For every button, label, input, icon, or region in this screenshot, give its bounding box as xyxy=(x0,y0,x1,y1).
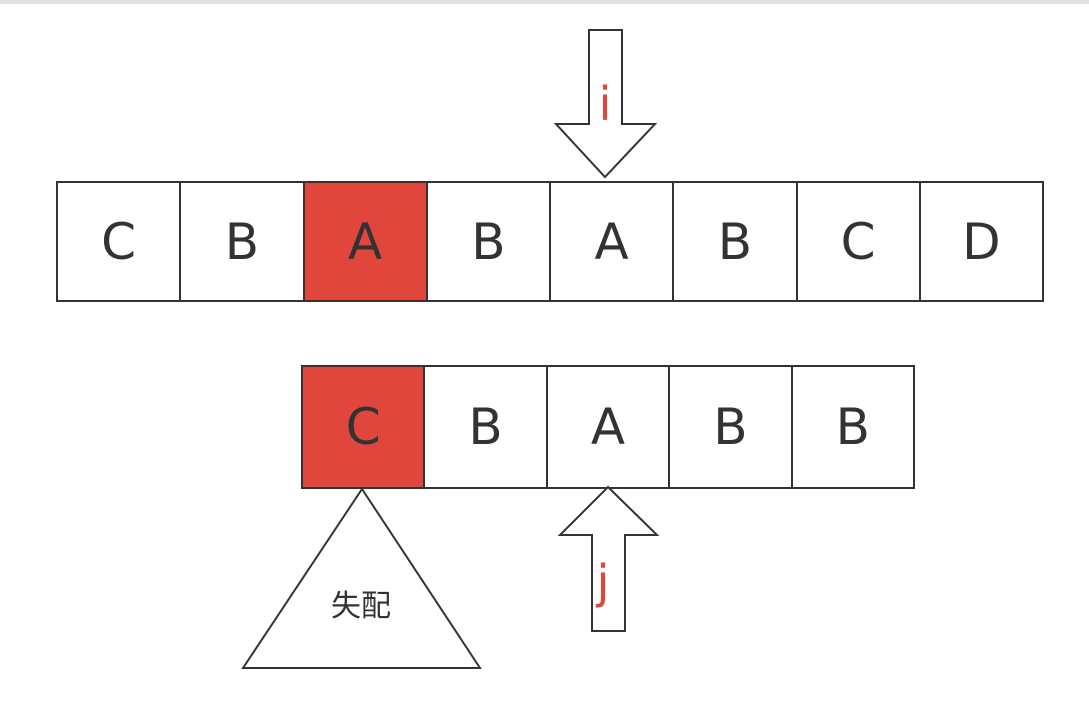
text-string-cell: B xyxy=(425,181,551,302)
pattern-string-cell: A xyxy=(545,365,671,489)
top-divider xyxy=(0,0,1089,4)
mismatch-triangle xyxy=(241,487,482,669)
pointer-i-label: i xyxy=(599,77,612,131)
pattern-string-cell: B xyxy=(790,365,915,489)
text-string-cell: B xyxy=(672,181,798,302)
pattern-string-cell: B xyxy=(668,365,793,489)
pattern-string-cell: B xyxy=(423,365,548,489)
pattern-string-cell: C xyxy=(301,365,426,489)
pointer-i-arrow xyxy=(553,29,658,179)
pointer-j-label: j xyxy=(596,555,610,609)
pointer-j-arrow xyxy=(557,485,660,632)
mismatch-label: 失配 xyxy=(331,589,391,624)
text-string-cell: C xyxy=(795,181,921,302)
text-string-cell: A xyxy=(302,181,428,302)
text-string-cell: C xyxy=(56,181,182,302)
text-string-cell: A xyxy=(549,181,675,302)
text-string-cell: D xyxy=(918,181,1044,302)
